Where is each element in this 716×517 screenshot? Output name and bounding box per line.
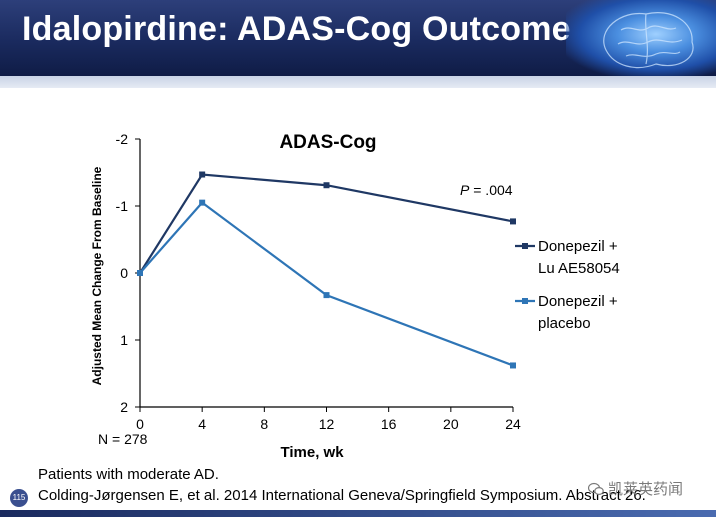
data-point <box>199 171 206 178</box>
x-tick-label: 4 <box>198 416 206 432</box>
x-tick-label: 16 <box>381 416 397 432</box>
data-point <box>323 292 330 299</box>
data-point <box>137 270 143 276</box>
y-tick-label: 1 <box>120 332 128 348</box>
x-tick-label: 8 <box>260 416 268 432</box>
y-tick-label: 2 <box>120 399 128 415</box>
n-label: N = 278 <box>98 431 148 447</box>
data-point <box>323 182 330 189</box>
slide-header: Idalopirdine: ADAS-Cog Outcome <box>0 0 716 76</box>
series-line-2 <box>139 201 514 367</box>
footnote: Patients with moderate AD. <box>38 466 219 483</box>
chart-title: ADAS-Cog <box>279 132 376 153</box>
data-point <box>199 199 206 206</box>
chart-axes <box>139 139 513 408</box>
x-tick-label: 24 <box>505 416 521 432</box>
data-point <box>510 362 516 369</box>
slide-title: Idalopirdine: ADAS-Cog Outcome <box>22 10 571 48</box>
y-tick-label: 0 <box>120 265 128 281</box>
legend-label-line1: Donepezil + <box>538 293 618 310</box>
watermark-text: 凯莱英药闻 <box>608 481 684 498</box>
legend-label-line2: placebo <box>538 315 591 332</box>
legend-swatch-marker <box>522 243 528 249</box>
bottom-bar <box>0 510 716 517</box>
y-tick-label: -2 <box>116 131 129 147</box>
header-stripe <box>0 76 716 88</box>
watermark: 凯莱英药闻 <box>588 478 683 499</box>
x-tick-label: 0 <box>136 416 144 432</box>
x-tick-label: 12 <box>319 416 335 432</box>
y-tick-label: -1 <box>116 198 129 214</box>
brain-image <box>566 0 716 76</box>
y-axis-label: Adjusted Mean Change From Baseline <box>90 166 104 385</box>
chart-legend: Donepezil + Lu AE58054 Donepezil + placebo <box>515 238 620 332</box>
chart-series <box>137 171 516 369</box>
slide-number: 115 <box>10 489 28 507</box>
p-value-value: = .004 <box>469 182 512 198</box>
data-point <box>510 218 516 225</box>
citation: Colding-Jørgensen E, et al. 2014 Interna… <box>38 487 646 504</box>
legend-label-line1: Donepezil + <box>538 238 618 255</box>
x-axis-label: Time, wk <box>280 444 344 461</box>
series-line-1 <box>139 173 514 274</box>
legend-swatch-marker <box>522 298 528 304</box>
x-tick-label: 20 <box>443 416 459 432</box>
p-value-prefix: P <box>460 182 470 198</box>
legend-label-line2: Lu AE58054 <box>538 260 620 277</box>
wechat-icon <box>588 482 604 496</box>
p-value-annotation: P = .004 <box>460 182 513 198</box>
